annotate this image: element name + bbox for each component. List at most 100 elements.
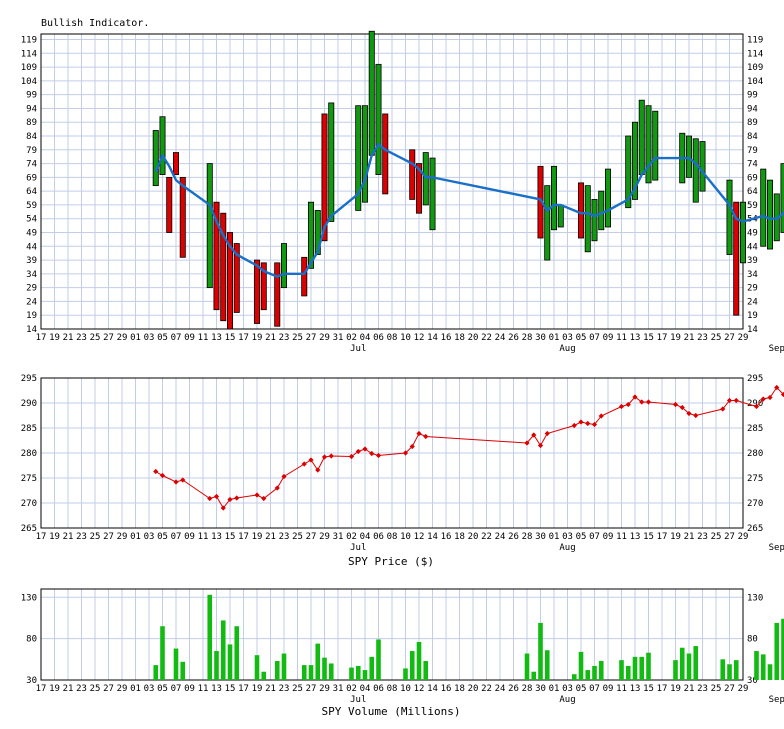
x-tick-label: 12 <box>414 333 425 343</box>
x-tick-label: 03 <box>144 532 155 542</box>
y-tick-label-left: 275 <box>21 474 37 484</box>
y-tick-label-left: 285 <box>21 424 37 434</box>
x-tick-label: 06 <box>373 532 384 542</box>
y-tick-label-left: 290 <box>21 399 37 409</box>
x-tick-label: 25 <box>90 684 101 694</box>
x-tick-label: 29 <box>319 333 330 343</box>
volume-bar <box>578 651 584 680</box>
volume-bar <box>160 626 165 680</box>
bullish-bar-down <box>179 176 186 258</box>
spy-price-panel: 265 265 270 270 275 275 280 280 285 285 290 290 295 2… <box>21 374 784 553</box>
y-tick-label-right: 64 <box>747 187 758 197</box>
volume-axis-label: SPY Volume (Millions) <box>321 705 460 718</box>
x-tick-label: 27 <box>724 532 735 542</box>
x-tick-label: 17 <box>36 532 47 542</box>
y-tick-label-left: 270 <box>21 499 37 509</box>
x-tick-label: 17 <box>238 333 249 343</box>
x-tick-label: 21 <box>684 333 695 343</box>
y-tick-label-right: 59 <box>747 201 758 211</box>
y-tick-label-right: 49 <box>747 229 758 239</box>
x-tick-label: 21 <box>63 532 74 542</box>
y-tick-label-left: 30 <box>26 676 37 686</box>
x-tick-label: 12 <box>414 532 425 542</box>
x-tick-label: 13 <box>630 532 641 542</box>
x-tick-label: 23 <box>697 684 708 694</box>
x-tick-label: 24 <box>495 333 506 343</box>
volume-bar <box>774 622 780 680</box>
x-tick-label: 07 <box>589 333 600 343</box>
price-point <box>726 397 733 404</box>
x-tick-label: 09 <box>603 684 614 694</box>
price-point <box>261 495 267 502</box>
plot-border <box>40 588 744 681</box>
y-tick-label-left: 80 <box>26 635 37 645</box>
bullish-bar-up <box>375 63 382 176</box>
volume-bar <box>349 667 354 680</box>
x-tick-label: 25 <box>711 684 722 694</box>
y-tick-label-left: 94 <box>26 104 37 114</box>
x-tick-label: 05 <box>157 532 168 542</box>
x-tick-label: 28 <box>522 333 533 343</box>
x-tick-label: 01 <box>130 684 141 694</box>
x-tick-label: 19 <box>49 532 60 542</box>
bullish-bar-up <box>328 102 335 222</box>
x-tick-label: 23 <box>76 333 87 343</box>
volume-bar <box>180 661 186 680</box>
bullish-bar-up <box>652 110 659 181</box>
volume-bar <box>592 665 597 680</box>
volume-bar <box>625 665 631 680</box>
x-tick-label: 17 <box>657 532 668 542</box>
x-tick-label: 14 <box>427 684 438 694</box>
x-tick-label: 30 <box>535 684 546 694</box>
y-tick-label-left: 44 <box>26 242 37 252</box>
price-point <box>274 485 280 491</box>
x-tick-label: 17 <box>657 333 668 343</box>
y-tick-label-left: 89 <box>26 118 37 128</box>
bullish-bar-up <box>280 243 287 289</box>
price-point <box>571 422 577 429</box>
y-tick-label-left: 79 <box>26 146 37 156</box>
price-point <box>416 430 422 437</box>
price-point <box>537 442 544 449</box>
x-tick-label: 13 <box>211 684 222 694</box>
x-tick-label: 21 <box>684 532 695 542</box>
x-tick-label: 31 <box>333 333 344 343</box>
volume-bar <box>173 648 179 680</box>
y-tick-label-left: 59 <box>26 201 37 211</box>
x-tick-label: 27 <box>103 684 114 694</box>
price-point <box>531 432 537 438</box>
x-tick-label: 03 <box>562 333 573 343</box>
x-tick-label: 20 <box>468 333 479 343</box>
bullish-bar-down <box>253 259 260 324</box>
x-tick-label: 16 <box>441 684 452 694</box>
x-tick-label: 05 <box>576 333 587 343</box>
price-point <box>679 404 685 411</box>
bullish-bar-up <box>355 105 362 211</box>
y-tick-label-left: 24 <box>26 297 37 307</box>
bullish-bar-up <box>314 210 321 255</box>
price-point <box>618 403 625 410</box>
price-point <box>720 406 726 412</box>
volume-bar <box>416 641 422 680</box>
volume-bar <box>403 668 408 680</box>
volume-bar <box>369 656 375 680</box>
bullish-bar-up <box>605 168 612 228</box>
x-tick-label: 01 <box>549 684 560 694</box>
volume-bar <box>598 660 604 680</box>
price-point <box>423 433 429 440</box>
volume-bar <box>220 620 226 680</box>
volume-bar <box>308 665 314 680</box>
volume-bar <box>571 674 577 680</box>
x-tick-label: 26 <box>508 532 519 542</box>
x-tick-label: 19 <box>252 532 263 542</box>
y-tick-label-right: 265 <box>747 524 763 534</box>
x-tick-label: 11 <box>198 684 209 694</box>
x-tick-label: 18 <box>454 684 465 694</box>
price-axis-label: SPY Price ($) <box>348 555 434 568</box>
price-point <box>693 412 699 419</box>
y-tick-label-right: 14 <box>747 325 758 335</box>
x-tick-label: 09 <box>184 333 195 343</box>
x-tick-label: 23 <box>76 684 87 694</box>
price-point <box>369 450 375 457</box>
